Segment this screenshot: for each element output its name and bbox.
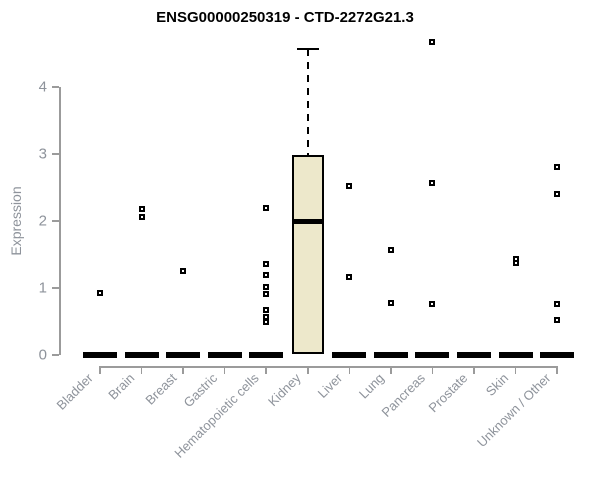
collapsed-boxplot [498, 352, 533, 358]
outlier-point [180, 268, 187, 275]
whisker-cap [296, 47, 319, 51]
outlier-point [263, 319, 270, 326]
collapsed-boxplot [124, 352, 159, 358]
outlier-point [263, 284, 270, 291]
outlier-point [346, 274, 353, 281]
x-category-label: Lung [355, 370, 387, 402]
outlier-point [263, 291, 270, 298]
outlier-point [429, 179, 436, 186]
outlier-point [387, 299, 394, 306]
collapsed-boxplot [166, 352, 201, 358]
x-axis-tick [556, 367, 558, 374]
collapsed-boxplot [540, 352, 575, 358]
collapsed-boxplot [332, 352, 367, 358]
x-axis-tick [182, 367, 184, 374]
outlier-point [429, 301, 436, 308]
y-axis-tick [52, 153, 59, 155]
y-tick-label: 2 [38, 212, 47, 230]
outlier-point [387, 246, 394, 253]
median-line [291, 218, 324, 224]
x-category-label: Liver [314, 370, 346, 401]
collapsed-boxplot [415, 352, 450, 358]
x-category-label: Kidney [265, 370, 304, 410]
x-category-label: Gastric [180, 370, 221, 411]
x-axis-tick [431, 367, 434, 374]
x-axis-tick [514, 367, 517, 374]
outlier-point [554, 317, 561, 324]
outlier-point [554, 191, 561, 198]
outlier-point [429, 39, 436, 46]
x-axis-tick [348, 367, 351, 374]
chart-title: ENSG00000250319 - CTD-2272G21.3 [156, 9, 414, 26]
y-axis-tick [52, 287, 59, 289]
x-axis-tick [99, 367, 101, 374]
collapsed-boxplot [249, 352, 284, 358]
whisker-line [306, 48, 309, 156]
x-category-label: Brain [105, 370, 138, 403]
y-axis-tick [52, 220, 59, 222]
x-category-label: Breast [141, 370, 180, 408]
outlier-point [512, 260, 519, 267]
y-tick-label: 3 [38, 145, 47, 163]
outlier-point [346, 183, 353, 190]
outlier-point [554, 163, 561, 170]
x-axis-tick [223, 367, 226, 374]
x-category-label: Pancreas [378, 370, 429, 420]
x-category-label: Skin [483, 370, 512, 399]
x-category-label: Prostate [425, 370, 470, 416]
outlier-point [263, 272, 270, 279]
y-axis-tick [52, 354, 59, 356]
outlier-point [97, 289, 103, 296]
x-category-label: Unknown / Other [473, 370, 554, 450]
y-tick-label: 4 [38, 78, 47, 96]
outlier-point [138, 205, 145, 212]
collapsed-boxplot [456, 352, 491, 358]
outlier-point [554, 301, 561, 308]
outlier-point [138, 213, 145, 220]
collapsed-boxplot [207, 352, 242, 358]
x-axis-tick [390, 367, 392, 374]
outlier-point [263, 313, 270, 320]
collapsed-boxplot [373, 352, 408, 358]
box [291, 155, 324, 354]
y-tick-label: 1 [38, 279, 47, 297]
x-axis-tick [140, 367, 143, 374]
x-axis-tick [307, 367, 309, 374]
x-axis-tick [265, 367, 267, 374]
y-axis-tick [52, 86, 59, 88]
x-axis-line [99, 366, 559, 368]
outlier-point [263, 307, 270, 314]
y-axis-line [59, 87, 61, 355]
x-axis-tick [473, 367, 475, 374]
y-tick-label: 0 [38, 346, 47, 364]
outlier-point [263, 205, 270, 212]
outlier-point [263, 260, 270, 267]
x-category-label: Bladder [53, 370, 96, 413]
collapsed-boxplot [83, 352, 117, 358]
